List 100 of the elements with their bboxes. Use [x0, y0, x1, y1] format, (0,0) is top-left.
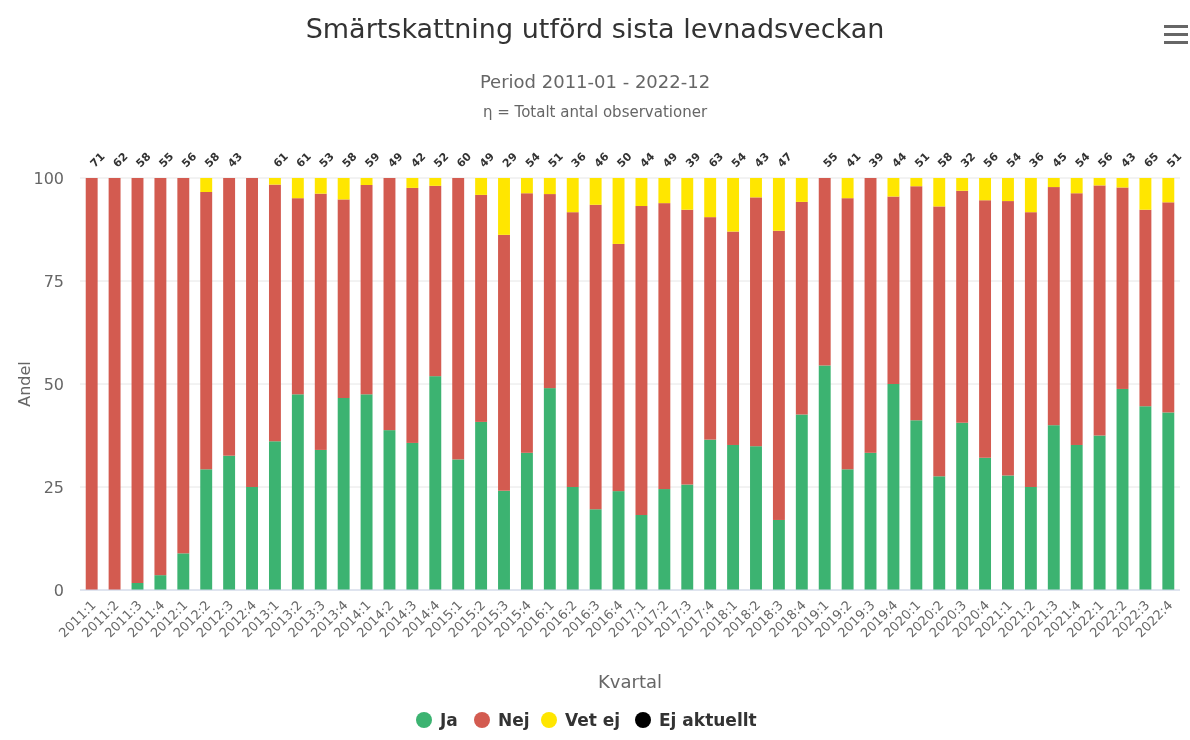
- y-tick-label: 25: [43, 478, 64, 497]
- bar: [1139, 209, 1152, 407]
- annotation: 56: [980, 149, 1002, 171]
- bar: [841, 198, 854, 470]
- bar: [223, 178, 236, 456]
- bar: [337, 199, 350, 399]
- bar: [750, 446, 762, 590]
- bar: [131, 178, 144, 583]
- bar: [268, 184, 281, 442]
- bar: [360, 394, 373, 590]
- annotation: 54: [729, 149, 750, 171]
- bar: [383, 430, 396, 590]
- bar: [268, 441, 281, 590]
- bar: [200, 469, 213, 590]
- bar: [1070, 178, 1083, 194]
- bar: [1116, 187, 1129, 389]
- text: η = Totalt antal observationer: [482, 103, 708, 121]
- annotation: 56: [1095, 149, 1116, 171]
- bar: [475, 421, 488, 590]
- annotation: 50: [614, 149, 635, 171]
- bar: [314, 449, 327, 590]
- bar: [1002, 201, 1014, 476]
- bar: [291, 198, 304, 395]
- bar: [200, 192, 213, 470]
- annotation: 55: [156, 150, 177, 171]
- bar: [291, 394, 304, 590]
- bar: [635, 178, 648, 207]
- annotation: 58: [935, 150, 956, 171]
- bar: [795, 414, 808, 590]
- bar: [887, 384, 900, 590]
- bar: [360, 178, 373, 185]
- bar: [979, 200, 992, 458]
- annotation: 51: [545, 150, 566, 171]
- bar: [1024, 487, 1037, 590]
- bar: [704, 439, 717, 590]
- bar: [772, 178, 785, 231]
- bar: [314, 193, 327, 450]
- bar: [429, 178, 442, 186]
- bar: [887, 178, 900, 197]
- bar: [177, 178, 190, 554]
- bar: [177, 553, 190, 590]
- bar: [429, 185, 442, 377]
- bar: [108, 178, 121, 590]
- bar: [154, 178, 167, 576]
- bar: [818, 365, 831, 590]
- bar: [772, 519, 785, 590]
- annotation: 36: [568, 149, 589, 171]
- annotation: 45: [1049, 150, 1070, 171]
- annotation: 49: [477, 150, 498, 171]
- bar: [1093, 185, 1106, 436]
- annotation: 54: [522, 149, 544, 171]
- bar: [795, 201, 808, 415]
- bar: [635, 206, 648, 516]
- bar: [704, 217, 717, 440]
- annotation: 59: [362, 150, 383, 171]
- bar: [795, 178, 808, 202]
- annotation: 53: [316, 150, 337, 171]
- bar: [681, 178, 694, 210]
- bar: [750, 197, 762, 447]
- annotation: 44: [889, 149, 910, 171]
- bar: [727, 178, 740, 232]
- bar: [1047, 178, 1060, 188]
- annotation: 47: [774, 150, 795, 171]
- annotation: 39: [683, 150, 704, 171]
- x-axis-title: Kvartal: [598, 671, 662, 692]
- y-tick-label: 0: [53, 581, 64, 600]
- annotation: 55: [820, 150, 841, 171]
- annotation: 41: [843, 150, 864, 171]
- bar: [612, 491, 625, 590]
- bar: [979, 457, 992, 590]
- y-tick-label: 100: [33, 169, 64, 188]
- bar: [498, 178, 510, 235]
- annotation: 54: [1003, 149, 1025, 171]
- annotation: 43: [1118, 150, 1139, 171]
- bar: [818, 178, 831, 366]
- bar: [291, 178, 304, 199]
- bar: [910, 178, 923, 187]
- bar: [772, 230, 785, 520]
- bar: [727, 444, 740, 590]
- bar: [246, 178, 258, 487]
- bar: [658, 178, 671, 204]
- bar: [750, 178, 762, 198]
- bar: [658, 489, 671, 590]
- annotation: 36: [1026, 149, 1048, 171]
- annotation: 49: [385, 150, 406, 171]
- annotation: 46: [591, 149, 612, 171]
- bar: [498, 490, 510, 590]
- bar: [1162, 412, 1175, 590]
- bar: [475, 194, 488, 422]
- bar: [612, 178, 625, 244]
- annotation: 52: [431, 150, 452, 171]
- annotation: 54: [1072, 149, 1093, 171]
- annotation: 51: [1164, 150, 1185, 171]
- bar: [566, 178, 579, 213]
- bar: [910, 186, 923, 421]
- bar: [1002, 475, 1014, 590]
- bar: [1024, 212, 1037, 487]
- bar: [956, 422, 969, 590]
- bar: [933, 178, 946, 207]
- bar: [1047, 425, 1060, 590]
